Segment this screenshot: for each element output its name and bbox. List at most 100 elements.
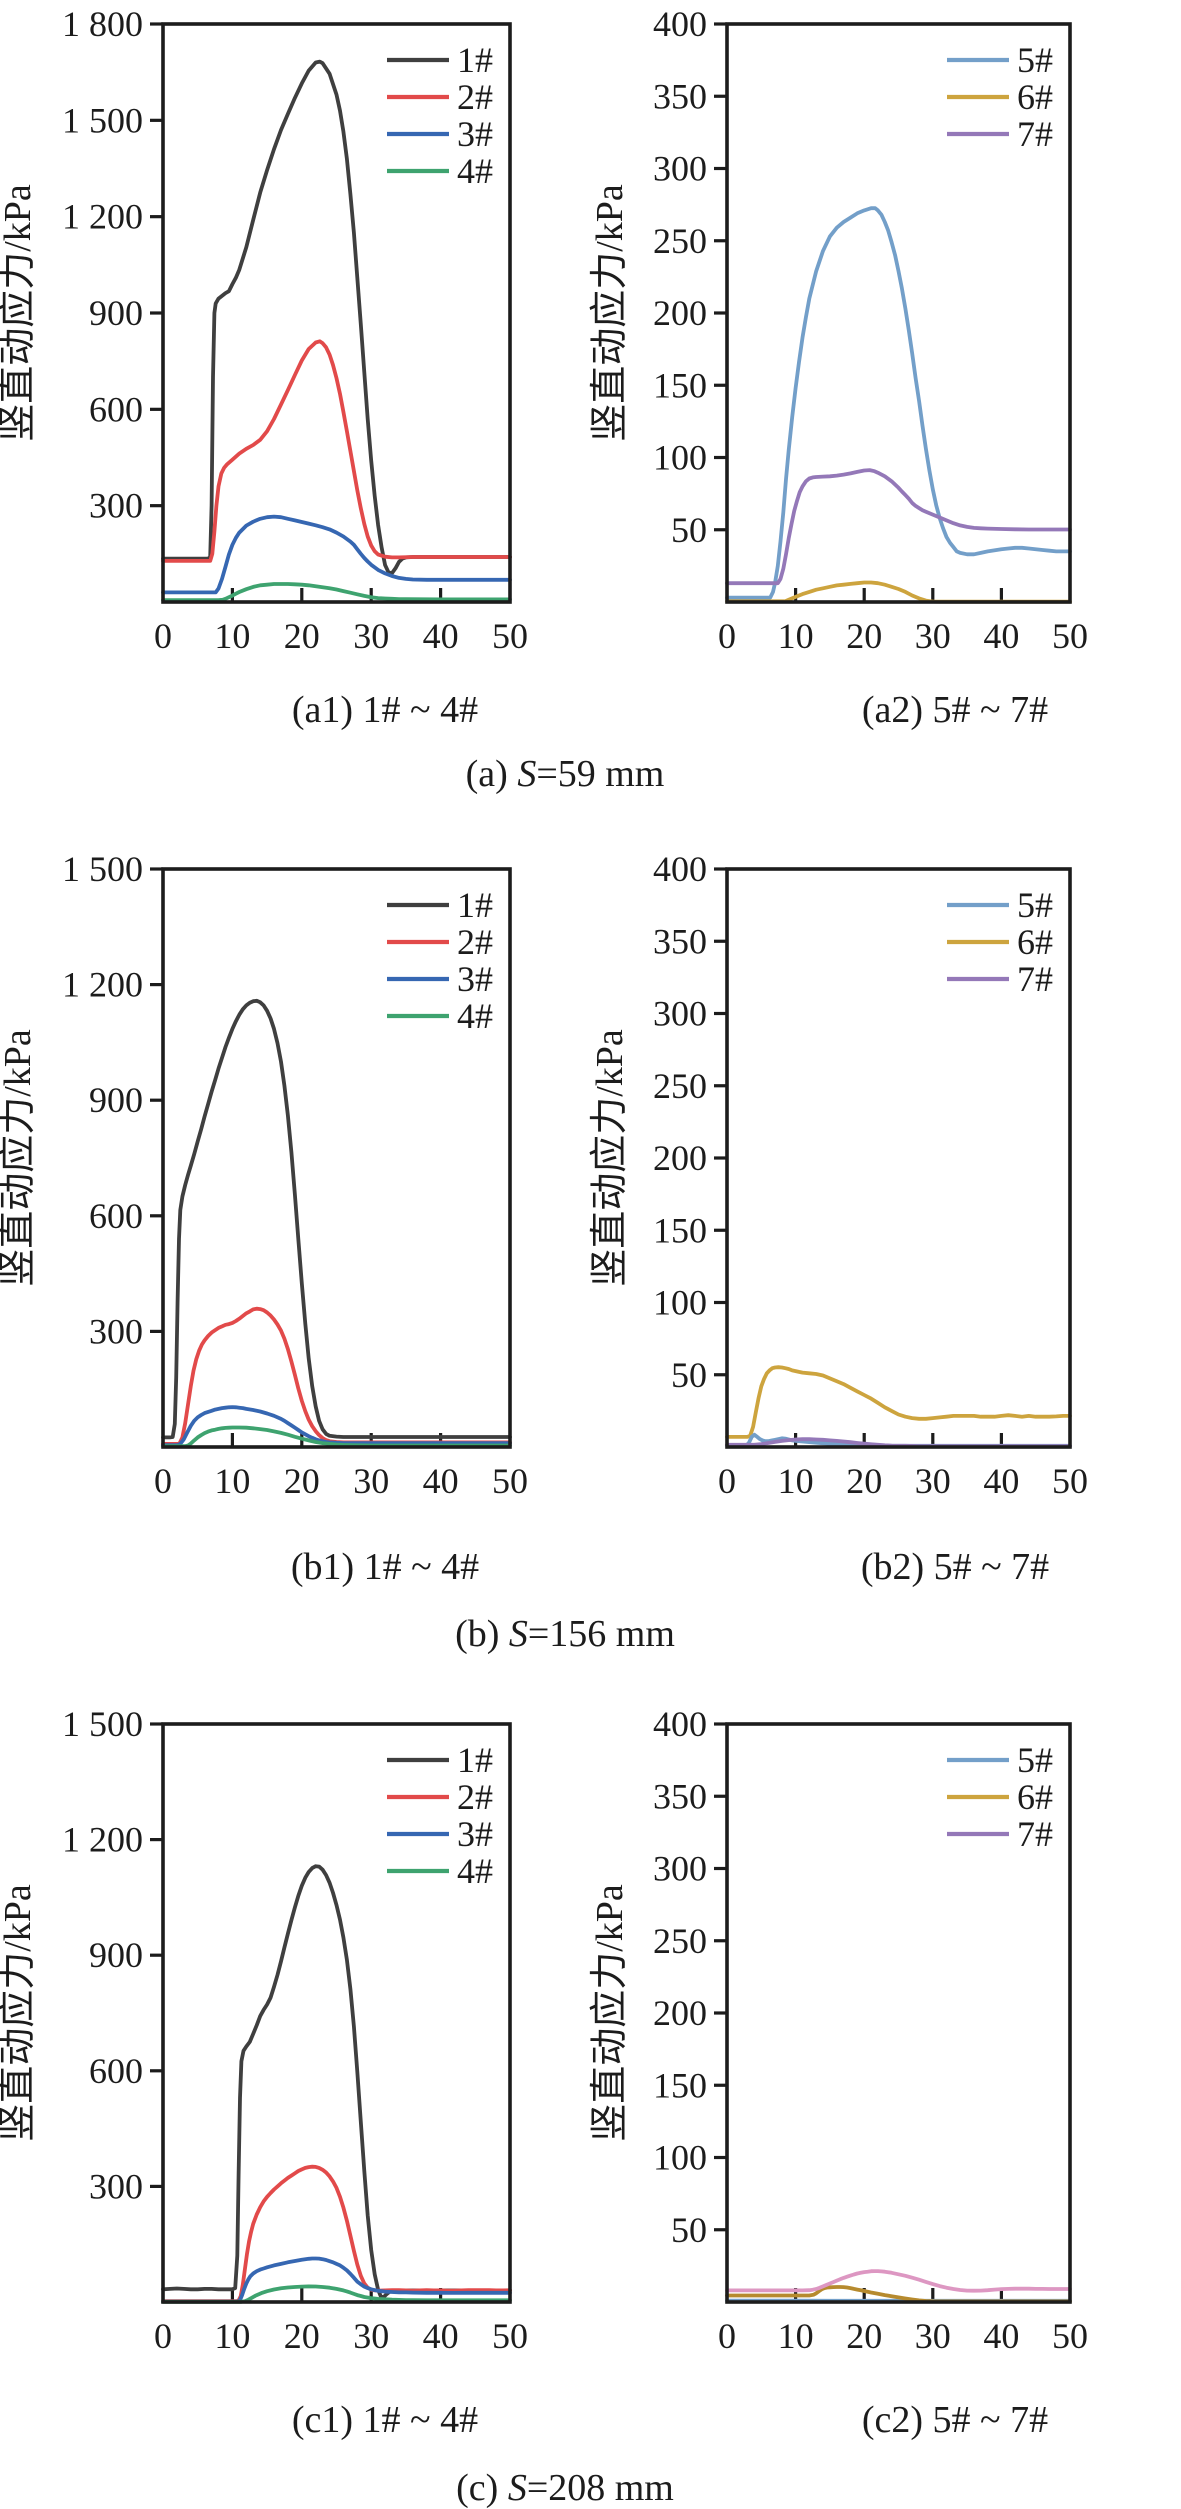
legend-label-2#: 2#: [457, 922, 493, 962]
legend-label-2#: 2#: [457, 1777, 493, 1817]
x-tick-label: 50: [1052, 1461, 1088, 1501]
legend-label-7#: 7#: [1017, 114, 1053, 154]
caption-c2: (c2) 5# ~ 7#: [861, 2399, 1049, 2441]
x-tick-label: 0: [154, 1461, 172, 1501]
plot-frame: [725, 867, 1072, 1449]
y-axis-title: 竖直动应力/kPa: [589, 1029, 631, 1287]
y-axis-title: 竖直动应力/kPa: [589, 1884, 631, 2142]
series-2#: [161, 339, 512, 563]
y-tick-label: 1 500: [62, 1704, 143, 1744]
y-tick-label: 50: [671, 2210, 707, 2250]
y-tick-label: 900: [89, 293, 143, 333]
y-tick-label: 250: [653, 221, 707, 261]
x-tick-label: 0: [718, 1461, 736, 1501]
x-tick-label: 20: [284, 1461, 320, 1501]
series-4#: [161, 1425, 512, 1449]
x-tick-label: 10: [214, 2316, 250, 2356]
series-6#: [725, 580, 1072, 604]
caption-row-c-suffix: =208 mm: [526, 2467, 674, 2509]
x-tick-label: 20: [846, 616, 882, 656]
series-3#: [161, 1405, 512, 1447]
legend-label-7#: 7#: [1017, 1814, 1053, 1854]
legend-label-5#: 5#: [1017, 885, 1053, 925]
x-tick-label: 20: [284, 616, 320, 656]
y-tick-label: 300: [89, 1311, 143, 1351]
series-7#: [725, 468, 1072, 586]
series-2#: [161, 1306, 512, 1446]
x-tick-label: 30: [353, 2316, 389, 2356]
y-tick-label: 150: [653, 365, 707, 405]
x-tick-label: 0: [718, 2316, 736, 2356]
caption-b2: (b2) 5# ~ 7#: [860, 1546, 1050, 1588]
y-tick-label: 900: [89, 1935, 143, 1975]
y-tick-label: 350: [653, 1776, 707, 1816]
x-tick-label: 10: [778, 616, 814, 656]
series-1#: [161, 59, 512, 575]
caption-row-b-prefix: (b): [455, 1613, 509, 1655]
panel-b1: 300 600 900 1 200 1 500 0 10 20 30 40 50 竖直动应力/kPa 1…: [0, 845, 601, 1525]
legend-label-7#: 7#: [1017, 959, 1053, 999]
y-tick-label: 200: [653, 1138, 707, 1178]
y-tick-label: 600: [89, 389, 143, 429]
x-tick-label: 50: [492, 2316, 528, 2356]
y-tick-label: 100: [653, 2138, 707, 2178]
series-7#: [725, 1437, 1072, 1448]
x-tick-label: 30: [915, 1461, 951, 1501]
caption-row-c: (c) S=208 mm: [0, 2466, 1130, 2509]
plot-frame: [161, 22, 512, 604]
y-tick-label: 300: [653, 1849, 707, 1889]
legend-label-5#: 5#: [1017, 1740, 1053, 1780]
y-tick-label: 300: [653, 994, 707, 1034]
x-tick-label: 20: [846, 1461, 882, 1501]
caption-row-b-suffix: =156 mm: [527, 1613, 675, 1655]
panel-a1: 300 600 900 1 200 1 500 1 800 0 10 20 30 40 50 竖直动应力…: [0, 0, 601, 680]
x-tick-label: 30: [915, 616, 951, 656]
x-tick-label: 40: [983, 616, 1019, 656]
panel-c1: 300 600 900 1 200 1 500 0 10 20 30 40 50 竖直动应力/kPa 1…: [0, 1700, 601, 2380]
y-tick-label: 300: [653, 149, 707, 189]
caption-row-a-suffix: =59 mm: [536, 753, 665, 795]
x-tick-label: 20: [284, 2316, 320, 2356]
plot-frame: [161, 1722, 512, 2304]
caption-a1: (a1) 1# ~ 4#: [291, 689, 479, 731]
y-axis-title: 竖直动应力/kPa: [0, 1029, 39, 1287]
legend-label-2#: 2#: [457, 77, 493, 117]
x-tick-label: 40: [423, 2316, 459, 2356]
y-axis-title: 竖直动应力/kPa: [0, 184, 39, 442]
y-axis-title: 竖直动应力/kPa: [0, 1884, 39, 2142]
x-tick-label: 0: [718, 616, 736, 656]
caption-row-a: (a) S=59 mm: [0, 752, 1130, 806]
x-tick-label: 50: [1052, 616, 1088, 656]
panel-c2: 50 100 150 200 250 300 350 400 0 10 20 30 40 50 竖直动应力/…: [580, 1700, 1181, 2380]
x-tick-label: 10: [214, 1461, 250, 1501]
y-tick-label: 250: [653, 1921, 707, 1961]
x-tick-label: 30: [353, 616, 389, 656]
y-tick-label: 100: [653, 1283, 707, 1323]
y-tick-label: 1 200: [62, 965, 143, 1005]
x-tick-label: 20: [846, 2316, 882, 2356]
x-tick-label: 0: [154, 2316, 172, 2356]
y-tick-label: 50: [671, 1355, 707, 1395]
x-tick-label: 0: [154, 616, 172, 656]
panel-a2: 50 100 150 200 250 300 350 400 0 10 20 30 40 50 竖直动应力/…: [580, 0, 1181, 680]
legend-label-1#: 1#: [457, 885, 493, 925]
y-tick-label: 1 200: [62, 1820, 143, 1860]
legend-label-6#: 6#: [1017, 77, 1053, 117]
x-tick-label: 30: [915, 2316, 951, 2356]
series-3#: [161, 2256, 512, 2304]
series-5#: [725, 206, 1072, 600]
y-axis-title: 竖直动应力/kPa: [589, 184, 631, 442]
panel-b2: 50 100 150 200 250 300 350 400 0 10 20 30 40 50 竖直动应力/…: [580, 845, 1181, 1525]
y-tick-label: 150: [653, 2065, 707, 2105]
y-tick-label: 600: [89, 1196, 143, 1236]
x-tick-label: 50: [1052, 2316, 1088, 2356]
y-tick-label: 400: [653, 1704, 707, 1744]
caption-row-a-var: S: [517, 753, 537, 795]
series-1#: [161, 998, 512, 1440]
y-tick-label: 1 800: [62, 4, 143, 44]
series-7#: [725, 2269, 1072, 2293]
y-tick-label: 150: [653, 1210, 707, 1250]
y-tick-label: 400: [653, 849, 707, 889]
y-tick-label: 600: [89, 2051, 143, 2091]
series-4#: [161, 582, 512, 602]
